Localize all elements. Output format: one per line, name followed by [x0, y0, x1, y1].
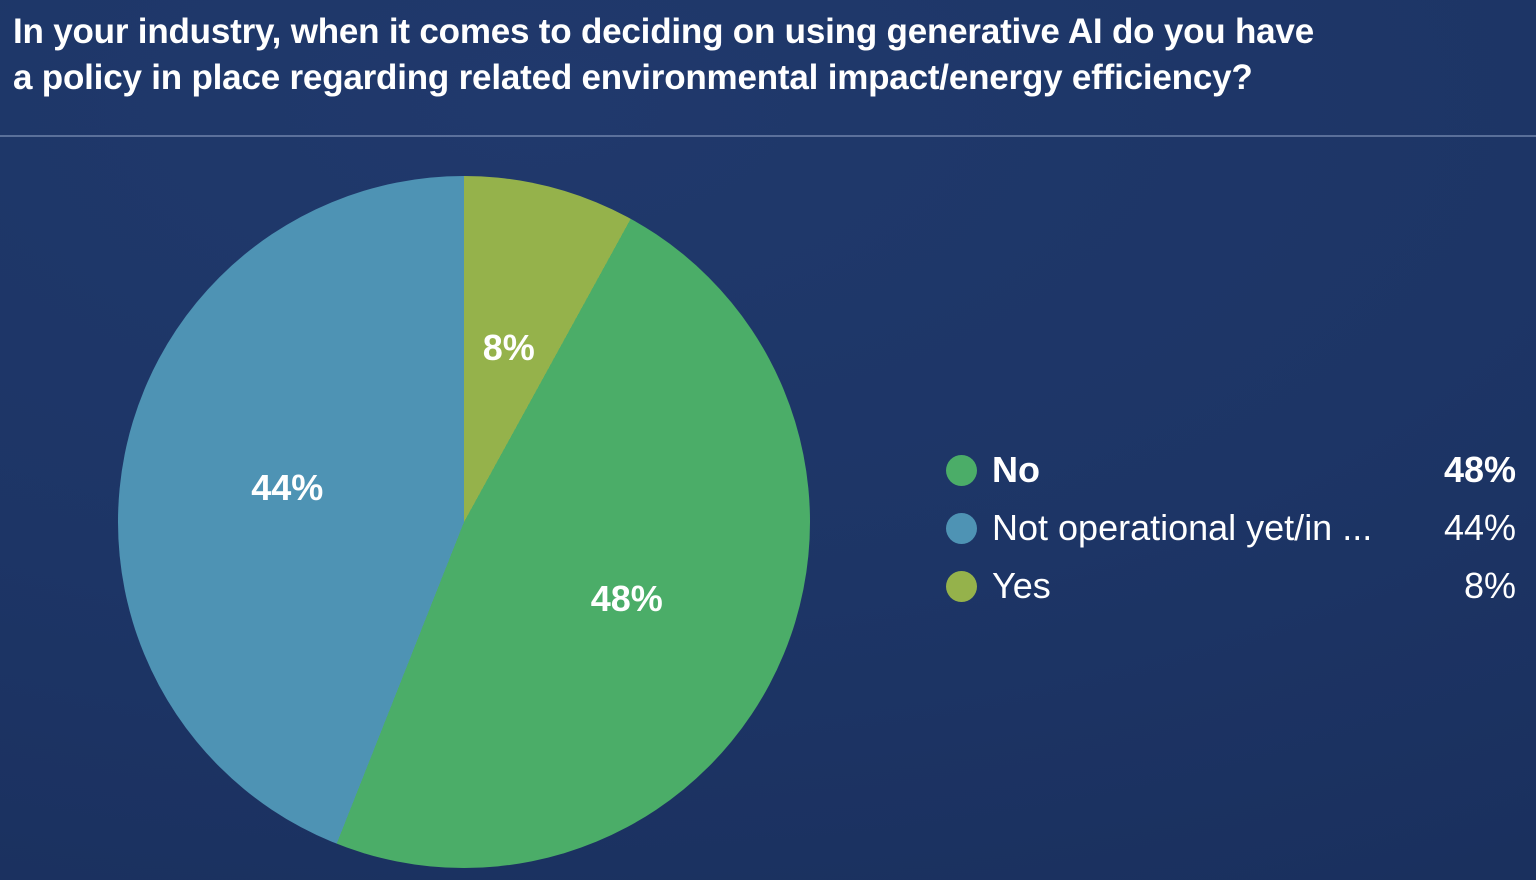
- legend-dot-not-operational-icon: [946, 512, 977, 544]
- legend-value-no: 48%: [1443, 449, 1516, 490]
- chart-title: In your industry, when it comes to decid…: [13, 9, 1516, 101]
- legend-label-not-operational: Not operational yet/in ...: [992, 507, 1373, 548]
- chart-title-line-2: a policy in place regarding related envi…: [13, 58, 1253, 97]
- title-divider: [0, 135, 1536, 137]
- legend-label-yes: Yes: [992, 565, 1051, 606]
- pie[interactable]: [118, 176, 810, 868]
- chart-title-line-1: In your industry, when it comes to decid…: [13, 12, 1314, 51]
- legend-item-not-operational[interactable]: Not operational yet/in ... 44%: [946, 499, 1516, 557]
- legend-value-not-operational: 44%: [1443, 507, 1516, 548]
- legend: No 48% Not operational yet/in ... 44% Ye…: [946, 441, 1516, 615]
- legend-value-yes: 8%: [1463, 565, 1516, 606]
- legend-dot-no-icon: [946, 454, 977, 486]
- pie-chart[interactable]: 48% 44% 8%: [118, 176, 810, 868]
- legend-label-no: No: [992, 449, 1040, 490]
- legend-item-yes[interactable]: Yes 8%: [946, 557, 1516, 615]
- legend-item-no[interactable]: No 48%: [946, 441, 1516, 499]
- legend-dot-yes-icon: [946, 570, 977, 602]
